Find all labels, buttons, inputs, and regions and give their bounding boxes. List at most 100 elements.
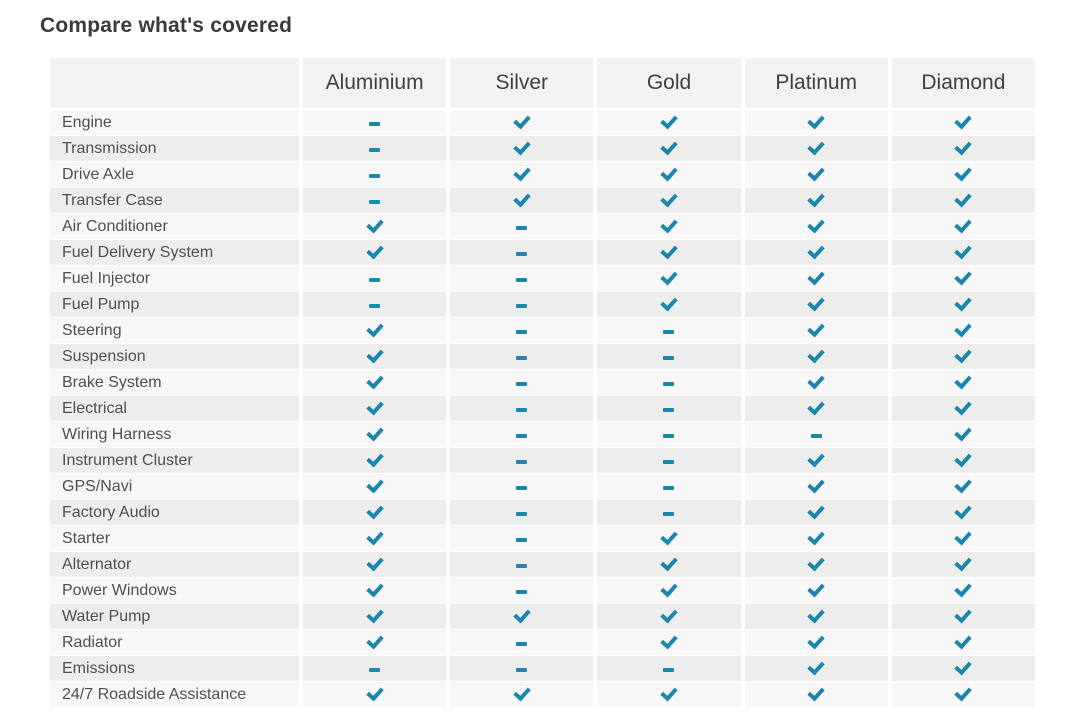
dash-icon [516,252,528,256]
coverage-cell [891,396,1035,421]
check-icon [954,241,973,260]
check-icon [365,241,384,260]
coverage-cell [450,682,594,707]
coverage-cell [450,526,594,551]
coverage-cell [303,188,447,213]
check-icon [365,345,384,364]
coverage-cell [450,422,594,447]
coverage-cell [303,630,447,655]
coverage-cell [597,110,741,135]
check-icon [513,605,531,624]
check-icon [954,137,973,156]
coverage-cell [891,240,1035,265]
coverage-cell [891,214,1035,239]
coverage-cell [597,292,741,317]
row-label: Instrument Cluster [50,448,299,473]
row-label: Fuel Injector [50,266,299,291]
check-icon [954,423,973,442]
check-icon [365,579,384,598]
coverage-cell [597,188,741,213]
coverage-cell [303,500,447,525]
row-label: Factory Audio [50,500,299,525]
coverage-cell [303,214,447,239]
coverage-cell [597,162,741,187]
coverage-cell [450,500,594,525]
coverage-cell [303,344,447,369]
coverage-cell [891,552,1035,577]
check-icon [954,111,973,130]
dash-icon [516,304,528,308]
page: Compare what's covered Aluminium Silver … [40,14,1035,707]
coverage-cell [597,474,741,499]
dash-icon [369,122,381,126]
dash-icon [516,486,528,490]
row-label: Water Pump [50,604,299,629]
check-icon [807,267,825,286]
row-label: Steering [50,318,299,343]
coverage-cell [450,110,594,135]
table-row: 24/7 Roadside Assistance [50,682,1035,707]
coverage-cell [303,422,447,447]
coverage-cell [744,240,888,265]
coverage-cell [891,448,1035,473]
check-icon [954,293,973,312]
check-icon [954,371,973,390]
coverage-cell [891,266,1035,291]
table-row: Fuel Injector [50,266,1035,291]
coverage-cell [450,240,594,265]
table-row: Emissions [50,656,1035,681]
coverage-cell [597,136,741,161]
coverage-cell [891,474,1035,499]
row-label: Wiring Harness [50,422,299,447]
dash-icon [663,512,675,516]
table-row: Alternator [50,552,1035,577]
page-title: Compare what's covered [40,14,293,37]
check-icon [660,137,678,156]
check-icon [954,267,973,286]
check-icon [807,527,825,546]
check-icon [365,501,384,520]
check-icon [954,553,973,572]
coverage-cell [450,370,594,395]
coverage-cell [891,188,1035,213]
column-header-platinum: Platinum [744,58,888,108]
check-icon [660,527,678,546]
dash-icon [516,356,528,360]
coverage-cell [597,266,741,291]
check-icon [807,345,825,364]
table-row: Instrument Cluster [50,448,1035,473]
coverage-cell [303,110,447,135]
coverage-cell [450,448,594,473]
check-icon [954,605,973,624]
table-row: Transfer Case [50,188,1035,213]
coverage-cell [450,552,594,577]
check-icon [660,189,678,208]
check-icon [365,397,384,416]
check-icon [954,631,973,650]
row-label: Brake System [50,370,299,395]
dash-icon [516,512,528,516]
coverage-cell [597,656,741,681]
coverage-cell [303,318,447,343]
check-icon [954,683,973,702]
check-icon [365,683,384,702]
row-label: Electrical [50,396,299,421]
coverage-cell [891,604,1035,629]
coverage-table-body: Engine Transmission Drive Axle Transfer … [50,110,1035,707]
coverage-cell [450,292,594,317]
table-row: Fuel Pump [50,292,1035,317]
check-icon [807,579,825,598]
dash-icon [516,668,528,672]
check-icon [954,189,973,208]
coverage-cell [450,396,594,421]
dash-icon [663,408,675,412]
coverage-cell [744,136,888,161]
row-label: Fuel Delivery System [50,240,299,265]
coverage-cell [303,682,447,707]
check-icon [954,501,973,520]
table-row: Transmission [50,136,1035,161]
coverage-cell [597,422,741,447]
dash-icon [663,382,675,386]
coverage-table: Aluminium Silver Gold Platinum Diamond E… [50,58,1035,707]
check-icon [660,241,678,260]
